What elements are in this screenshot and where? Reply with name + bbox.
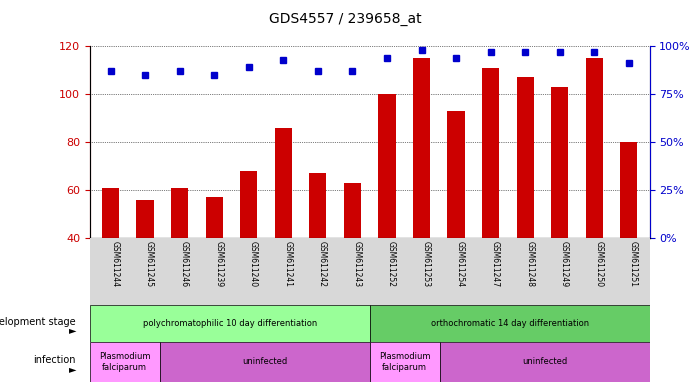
Text: Plasmodium
falciparum: Plasmodium falciparum <box>99 352 151 372</box>
Text: GSM611240: GSM611240 <box>249 242 258 288</box>
Text: Plasmodium
falciparum: Plasmodium falciparum <box>379 352 430 372</box>
Bar <box>413 58 430 238</box>
Text: GDS4557 / 239658_at: GDS4557 / 239658_at <box>269 12 422 25</box>
Bar <box>171 188 188 238</box>
Bar <box>90 342 160 382</box>
Bar <box>448 111 464 238</box>
Bar <box>551 87 568 238</box>
Text: GSM611254: GSM611254 <box>456 242 465 288</box>
Text: GSM611239: GSM611239 <box>214 242 223 288</box>
Bar <box>370 305 650 342</box>
Text: ►: ► <box>68 364 76 374</box>
Bar <box>586 58 603 238</box>
Text: ►: ► <box>68 325 76 336</box>
Text: GSM611249: GSM611249 <box>560 242 569 288</box>
Text: GSM611244: GSM611244 <box>111 242 120 288</box>
Text: development stage: development stage <box>0 316 76 327</box>
Text: infection: infection <box>33 355 76 365</box>
Bar <box>90 305 370 342</box>
Bar <box>136 200 153 238</box>
Text: GSM611242: GSM611242 <box>318 242 327 288</box>
Text: uninfected: uninfected <box>242 358 287 366</box>
Text: polychromatophilic 10 day differentiation: polychromatophilic 10 day differentiatio… <box>142 319 317 328</box>
Bar <box>482 68 499 238</box>
Bar <box>160 342 370 382</box>
Text: GSM611253: GSM611253 <box>422 242 430 288</box>
Text: GSM611252: GSM611252 <box>387 242 396 288</box>
Bar <box>344 183 361 238</box>
Bar <box>516 77 533 238</box>
Bar <box>379 94 395 238</box>
Bar <box>370 342 439 382</box>
Bar <box>206 197 223 238</box>
Text: orthochromatic 14 day differentiation: orthochromatic 14 day differentiation <box>430 319 589 328</box>
Text: uninfected: uninfected <box>522 358 567 366</box>
Text: GSM611251: GSM611251 <box>629 242 638 288</box>
Text: GSM611243: GSM611243 <box>352 242 361 288</box>
Text: GSM611250: GSM611250 <box>594 242 603 288</box>
Text: GSM611245: GSM611245 <box>145 242 154 288</box>
Text: GSM611247: GSM611247 <box>491 242 500 288</box>
Text: GSM611246: GSM611246 <box>180 242 189 288</box>
Bar <box>240 171 257 238</box>
Bar <box>621 142 637 238</box>
Text: GSM611248: GSM611248 <box>525 242 534 288</box>
Text: GSM611241: GSM611241 <box>283 242 292 288</box>
Bar <box>439 342 650 382</box>
Bar <box>310 173 326 238</box>
Bar <box>102 188 119 238</box>
Bar <box>274 127 292 238</box>
